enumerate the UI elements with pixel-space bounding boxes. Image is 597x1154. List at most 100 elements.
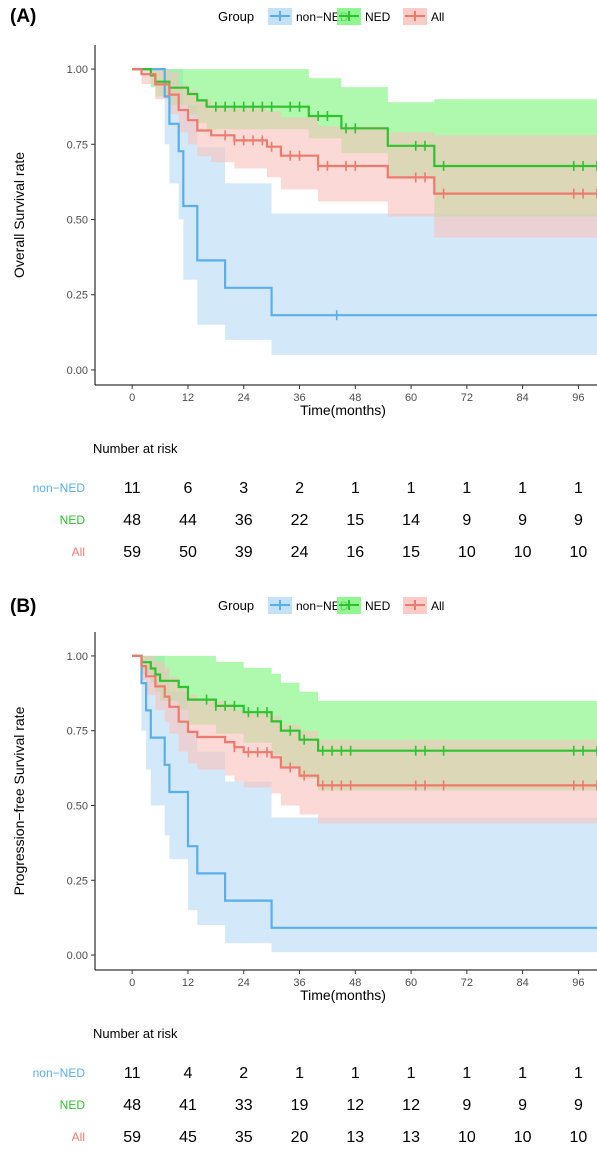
risk-table-cell: 14 [402,512,420,529]
y-tick-label: 0.25 [67,290,88,302]
y-axis-title: Overall Survival rate [11,152,27,278]
survival-curve-non-ned [132,654,597,929]
risk-table-row-non-ned: non−NED 11 4 2 1 1 1 1 1 1 [33,1065,583,1082]
x-tick-label: 72 [461,977,473,989]
risk-table-row-non-ned: non−NED 11 6 3 2 1 1 1 1 1 [33,480,583,497]
y-tick-label: 1.00 [67,64,88,76]
y-tick-label: 0.50 [67,800,88,812]
legend-item-all: All [403,597,444,614]
risk-table-cell: 11 [124,480,141,497]
risk-table-cell: 3 [239,480,248,497]
risk-table-cell: 33 [235,1097,253,1114]
x-tick-label: 12 [182,977,194,989]
x-tick-label: 72 [461,392,473,404]
risk-table-cell: 36 [235,512,253,529]
risk-table-cell: 16 [346,544,364,561]
x-tick-label: 0 [129,392,135,404]
confidence-band-non-ned [132,69,597,355]
risk-table-row-label: non−NED [33,1066,86,1080]
legend-label-non-ned: non−NED [296,599,349,613]
legend-item-ned: NED [337,597,391,614]
panel-label: (A) [10,6,36,27]
legend-label-all: All [431,599,444,613]
risk-table-cell: 12 [346,1097,364,1114]
y-tick-label: 1.00 [67,651,88,663]
legend: Group non−NED NED All [218,8,444,25]
x-tick-label: 12 [182,392,194,404]
x-tick-label: 96 [572,392,584,404]
confidence-band-all [132,655,597,824]
risk-table-cell: 9 [462,1097,471,1114]
x-tick-label: 48 [349,977,361,989]
x-tick-label: 36 [293,977,305,989]
risk-table-cell: 50 [179,544,197,561]
risk-table-cell: 22 [291,512,309,529]
risk-table-cell: 10 [570,544,588,561]
legend: Group non−NED NED All [218,597,444,614]
risk-table-cell: 19 [291,1097,309,1114]
survival-curve-all [132,68,597,195]
risk-table-title: Number at risk [93,441,178,456]
risk-table-row-label: non−NED [33,481,86,495]
risk-table-cell: 9 [574,512,583,529]
risk-table-cell: 9 [574,1097,583,1114]
risk-table-title: Number at risk [93,1026,178,1041]
x-tick-label: 96 [572,977,584,989]
legend-label-ned: NED [365,599,391,613]
risk-table-cell: 48 [123,1097,141,1114]
risk-table-row-label: All [72,545,85,559]
risk-table-cell: 1 [407,480,416,497]
confidence-band-all [132,69,597,238]
y-tick-label: 0.75 [67,726,88,738]
y-axis-title: Progression−free Survival rate [11,706,27,895]
risk-table-cell: 15 [402,544,420,561]
risk-table-cell: 1 [295,1065,304,1082]
x-tick-label: 24 [238,392,250,404]
legend-item-non-ned: non−NED [268,8,349,25]
y-tick-label: 0.00 [67,365,88,377]
risk-table-cell: 1 [574,1065,583,1082]
risk-table-cell: 12 [402,1097,420,1114]
risk-table-row-label: NED [60,513,86,527]
legend-item-non-ned: non−NED [268,597,349,614]
x-tick-label: 84 [517,392,529,404]
risk-table-row-label: NED [60,1098,86,1112]
risk-table-cell: 1 [462,1065,471,1082]
x-tick-label: 84 [517,977,529,989]
risk-table-cell: 1 [351,1065,360,1082]
legend-label-non-ned: non−NED [296,10,349,24]
y-tick-label: 0.00 [67,950,88,962]
risk-table-cell: 10 [458,544,476,561]
risk-table-cell: 15 [346,512,364,529]
survival-curve-ned [132,68,597,168]
risk-table-cell: 10 [514,544,532,561]
x-axis-title: Time(months) [300,987,386,1003]
survival-curve-ned [132,654,597,752]
risk-table-row-ned: NED 48 41 33 19 12 12 9 9 9 [60,1097,583,1114]
legend-label-ned: NED [365,10,391,24]
risk-table-cell: 20 [291,1129,309,1146]
x-tick-label: 60 [405,392,417,404]
risk-table-cell: 24 [291,544,309,561]
risk-table-row-all: All 59 45 35 20 13 13 10 10 10 [72,1129,588,1146]
risk-table-cell: 1 [518,1065,527,1082]
risk-table-cell: 4 [184,1065,193,1082]
risk-table-cell: 10 [458,1129,476,1146]
risk-table-row-label: All [72,1130,85,1144]
legend-item-ned: NED [337,8,391,25]
risk-table-cell: 13 [346,1129,364,1146]
risk-table-cell: 35 [235,1129,253,1146]
risk-table-cell: 45 [179,1129,197,1146]
risk-table-cell: 9 [462,512,471,529]
risk-table-cell: 1 [407,1065,416,1082]
legend-item-all: All [403,8,444,25]
x-tick-label: 36 [293,392,305,404]
risk-table-row-all: All 59 50 39 24 16 15 10 10 10 [72,544,588,561]
risk-table-cell: 1 [518,480,527,497]
x-tick-label: 24 [238,977,250,989]
risk-table-cell: 10 [514,1129,532,1146]
risk-table-cell: 59 [123,1129,141,1146]
